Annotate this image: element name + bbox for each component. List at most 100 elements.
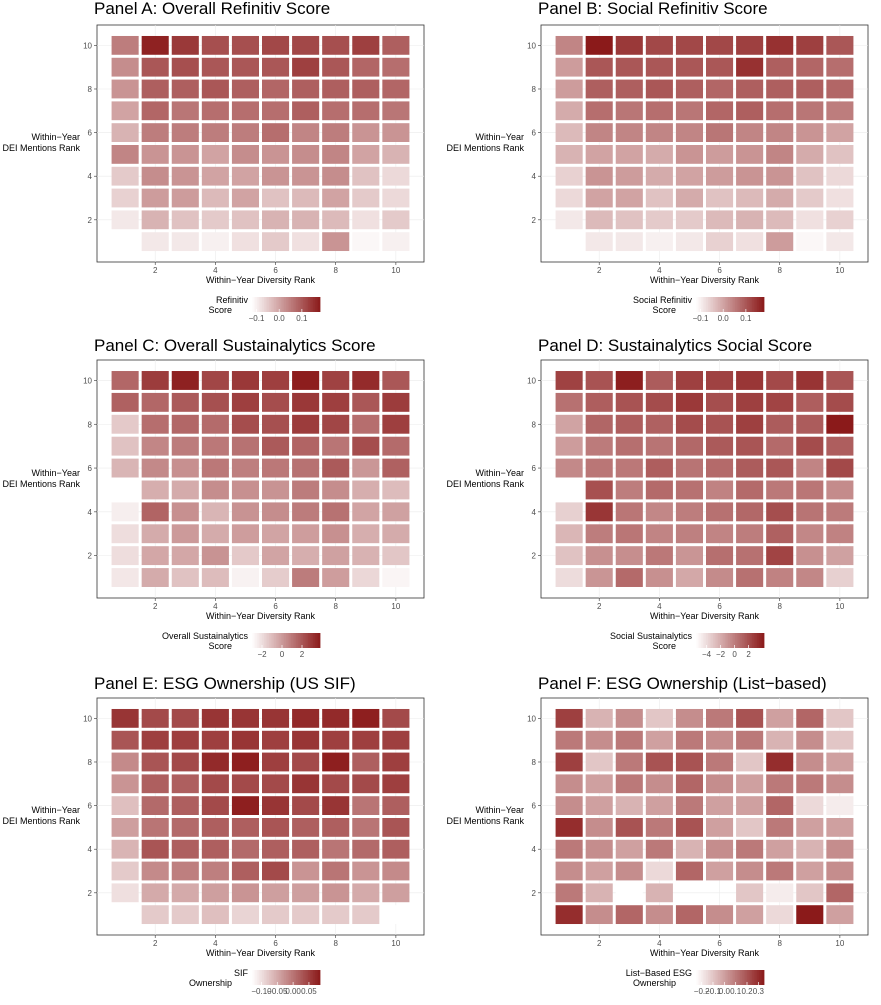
heat-tile xyxy=(141,752,169,772)
heat-tile xyxy=(736,79,764,99)
y-tick-label: 6 xyxy=(532,464,537,473)
heat-tile xyxy=(706,905,734,925)
heat-tile xyxy=(675,730,703,750)
heat-tile xyxy=(322,839,350,859)
heat-tile xyxy=(645,35,673,55)
heat-tile xyxy=(706,166,734,186)
y-tick-label: 6 xyxy=(532,129,537,138)
heat-tile xyxy=(736,436,764,456)
heat-tile xyxy=(736,752,764,772)
heat-tile xyxy=(826,796,854,815)
heat-tile xyxy=(141,232,169,252)
heat-tile xyxy=(262,436,290,456)
legend-gradient-step xyxy=(735,633,738,648)
heat-tile xyxy=(141,458,169,478)
heat-tile xyxy=(201,458,229,478)
legend-gradient-step xyxy=(731,297,734,312)
heat-tile xyxy=(201,796,229,815)
legend: Social Refinitiv Score−0.1 0.0 0.1 xyxy=(633,295,765,323)
heat-tile xyxy=(262,210,290,230)
legend-gradient-step xyxy=(758,633,761,648)
y-tick-label: 10 xyxy=(83,41,92,50)
legend-gradient-step xyxy=(270,970,273,985)
legend-gradient-step xyxy=(723,297,726,312)
heat-tile xyxy=(352,57,380,77)
heat-tile xyxy=(615,188,643,208)
heat-tile xyxy=(231,145,259,164)
heat-tile xyxy=(675,101,703,121)
legend-tick-label: −4 xyxy=(702,650,712,659)
heat-tile xyxy=(171,188,199,208)
legend-gradient-step xyxy=(716,970,719,985)
heat-tile xyxy=(201,524,229,544)
heat-tile xyxy=(585,480,613,500)
legend-gradient-step xyxy=(308,633,311,648)
heat-tile xyxy=(111,774,139,794)
legend-gradient-step xyxy=(282,633,285,648)
heat-tile xyxy=(111,883,139,903)
panel-f: Panel F: ESG Ownership (List−based) 2 4 6 8 1… xyxy=(446,674,869,996)
legend: SIF Ownership−0.10−0.050.00 0.05 xyxy=(189,968,321,996)
legend-gradient-step xyxy=(757,297,760,312)
heat-tile xyxy=(826,839,854,859)
heat-tile xyxy=(736,414,764,434)
heat-tile xyxy=(292,35,320,55)
heat-tile xyxy=(736,371,764,390)
heat-tile xyxy=(826,480,854,500)
heat-tile xyxy=(322,392,350,412)
legend-gradient-step xyxy=(272,970,275,985)
heat-tile xyxy=(352,458,380,478)
heat-tile xyxy=(645,436,673,456)
heat-tile xyxy=(796,524,824,544)
heat-tile xyxy=(352,818,380,837)
heat-tile xyxy=(292,796,320,815)
heat-tile xyxy=(675,79,703,99)
legend-tick-label: 0.1 xyxy=(730,987,742,996)
heat-tile xyxy=(585,796,613,815)
heat-tile xyxy=(322,35,350,55)
legend-gradient-step xyxy=(318,970,321,985)
legend-gradient-step xyxy=(736,970,739,985)
heat-tile xyxy=(231,458,259,478)
heat-tile xyxy=(555,371,583,390)
x-axis-title: Within−Year Diversity Rank xyxy=(650,948,759,958)
heat-tile xyxy=(645,123,673,142)
heat-tile xyxy=(352,35,380,55)
heat-tile xyxy=(766,730,794,750)
heat-tile xyxy=(826,546,854,566)
legend-gradient-step xyxy=(728,297,731,312)
y-tick-label: 4 xyxy=(88,172,93,181)
legend-gradient-step xyxy=(714,633,717,648)
heat-tile xyxy=(262,730,290,750)
heat-tile xyxy=(171,145,199,164)
legend-gradient-step xyxy=(709,297,712,312)
heat-tile xyxy=(231,188,259,208)
heat-tile xyxy=(201,708,229,728)
heat-tile xyxy=(826,883,854,903)
heat-tile xyxy=(171,905,199,925)
heat-tile xyxy=(111,524,139,544)
heat-tile xyxy=(645,905,673,925)
heat-tile xyxy=(231,35,259,55)
legend-gradient-step xyxy=(280,633,283,648)
legend-gradient-step xyxy=(696,633,699,648)
heat-tile xyxy=(352,101,380,121)
legend-gradient-step xyxy=(758,297,761,312)
legend-gradient-step xyxy=(269,297,272,312)
heat-tile xyxy=(675,796,703,815)
heat-tile xyxy=(292,414,320,434)
legend-gradient-step xyxy=(745,297,748,312)
heat-tile xyxy=(555,546,583,566)
y-tick-label: 4 xyxy=(88,845,93,854)
heat-tile xyxy=(585,145,613,164)
heat-tile xyxy=(706,414,734,434)
y-tick-label: 8 xyxy=(88,758,93,767)
legend-gradient-step xyxy=(284,297,287,312)
heat-tile xyxy=(292,861,320,881)
heat-tile xyxy=(706,35,734,55)
heat-tile xyxy=(766,232,794,252)
x-axis-title: Within−Year Diversity Rank xyxy=(650,611,759,621)
heat-tile xyxy=(171,818,199,837)
heat-tile xyxy=(111,458,139,478)
heat-tile xyxy=(352,79,380,99)
